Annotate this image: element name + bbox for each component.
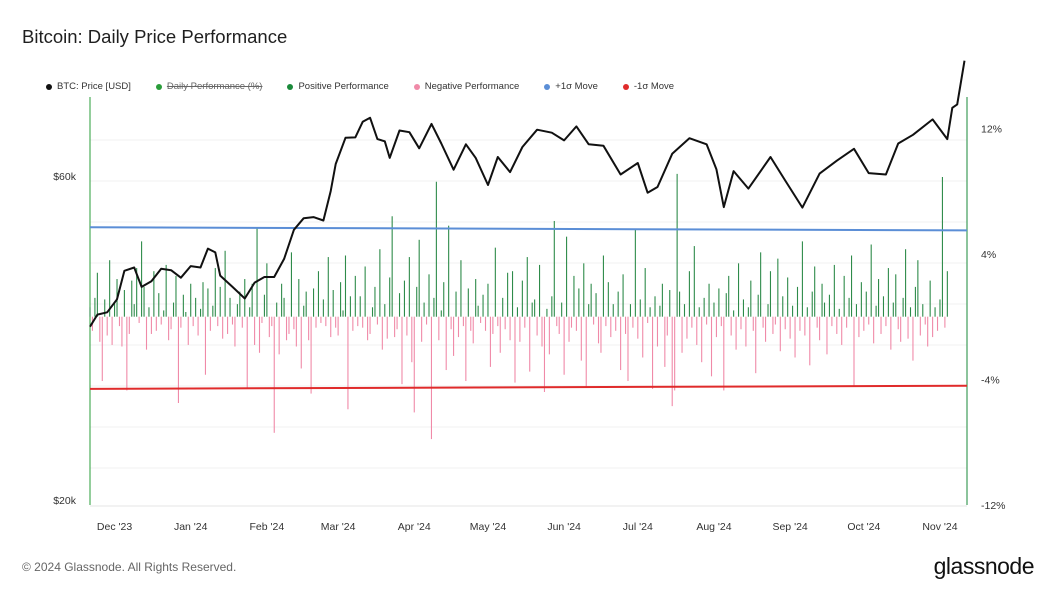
legend-dot-icon — [544, 83, 551, 90]
legend-label: -1σ Move — [633, 81, 675, 92]
x-tick-label: Jul '24 — [623, 521, 653, 533]
chart-title: Bitcoin: Daily Price Performance — [22, 26, 288, 47]
legend-dot-icon — [413, 83, 420, 90]
legend-item-plus-sigma[interactable]: +1σ Move — [544, 81, 598, 92]
copyright-text: © 2024 Glassnode. All Rights Reserved. — [22, 560, 237, 574]
glassnode-logo: glassnode — [933, 553, 1035, 579]
y-left-tick-label: $60k — [53, 171, 77, 183]
x-tick-label: Mar '24 — [321, 521, 356, 533]
x-tick-label: Apr '24 — [398, 521, 431, 533]
x-tick-label: Jun '24 — [547, 521, 581, 533]
y-right-tick-label: -4% — [981, 374, 1000, 386]
legend-label: BTC: Price [USD] — [57, 81, 131, 92]
legend-dot-icon — [287, 83, 294, 90]
x-tick-label: Nov '24 — [922, 521, 957, 533]
x-tick-label: Sep '24 — [772, 521, 807, 533]
y-right-tick-label: -12% — [981, 500, 1006, 512]
legend-item-btc-price[interactable]: BTC: Price [USD] — [46, 81, 131, 92]
legend-dot-icon — [622, 83, 629, 90]
x-tick-label: Oct '24 — [847, 521, 880, 533]
legend-label: Positive Performance — [298, 81, 389, 92]
x-tick-label: Dec '23 — [97, 521, 132, 533]
x-tick-label: Feb '24 — [250, 521, 285, 533]
y-right-tick-label: 4% — [981, 249, 996, 261]
legend-label: Negative Performance — [424, 81, 520, 92]
legend-item-minus-sigma[interactable]: -1σ Move — [622, 81, 675, 92]
y-left-tick-label: $20k — [53, 495, 77, 507]
x-tick-label: May '24 — [470, 521, 507, 533]
chart-legend: BTC: Price [USD] Daily Performance (%) P… — [46, 81, 699, 92]
x-tick-label: Aug '24 — [696, 521, 731, 533]
legend-label: +1σ Move — [555, 81, 598, 92]
legend-dot-icon — [155, 83, 162, 90]
legend-dot-icon — [46, 83, 52, 90]
legend-item-positive-performance[interactable]: Positive Performance — [287, 81, 389, 92]
legend-item-daily-performance[interactable]: Daily Performance (%) — [155, 81, 263, 92]
minus-sigma-line — [89, 384, 968, 390]
legend-label: Daily Performance (%) — [166, 81, 263, 92]
x-tick-label: Jan '24 — [174, 521, 208, 533]
y-right-tick-label: 12% — [981, 123, 1002, 135]
legend-item-negative-performance[interactable]: Negative Performance — [413, 81, 520, 92]
plus-sigma-line — [89, 226, 968, 232]
btc-price-line — [89, 60, 966, 328]
